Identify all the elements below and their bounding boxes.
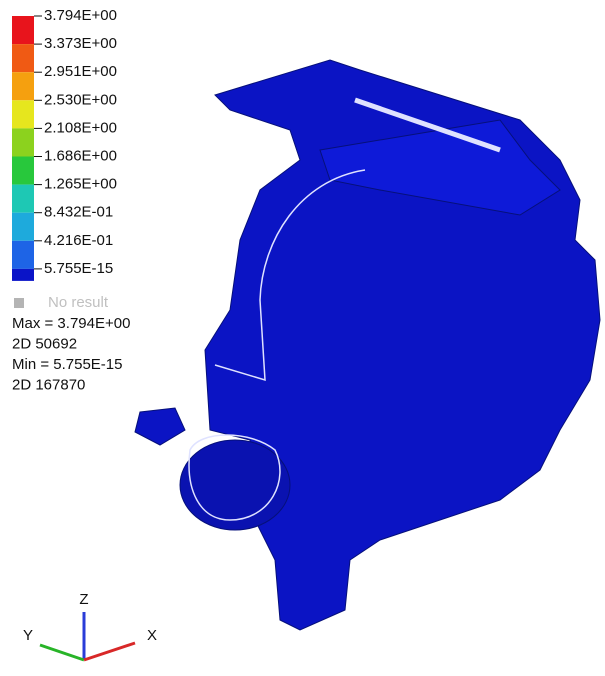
legend-label: 1.265E+00 bbox=[44, 176, 117, 193]
legend-label: 8.432E-01 bbox=[44, 204, 113, 221]
triad-z: Z bbox=[79, 591, 88, 608]
legend-band bbox=[12, 213, 34, 241]
triad-y: Y bbox=[23, 627, 33, 644]
no-result-label: No result bbox=[48, 294, 109, 311]
legend-band bbox=[12, 72, 34, 100]
legend-label: 5.755E-15 bbox=[44, 260, 113, 277]
legend-label: 2.951E+00 bbox=[44, 63, 117, 80]
summary-line: 2D 167870 bbox=[12, 376, 85, 393]
legend-band bbox=[12, 269, 34, 281]
legend-label: 2.530E+00 bbox=[44, 91, 117, 108]
summary-line: 2D 50692 bbox=[12, 335, 77, 352]
summary-line: Min = 5.755E-15 bbox=[12, 356, 123, 373]
triad-x: X bbox=[147, 627, 157, 644]
legend-band bbox=[12, 185, 34, 213]
legend-band bbox=[12, 157, 34, 185]
legend-label: 3.794E+00 bbox=[44, 7, 117, 24]
no-result-swatch bbox=[14, 298, 24, 308]
legend-label: 2.108E+00 bbox=[44, 119, 117, 136]
legend-band bbox=[12, 241, 34, 269]
legend-label: 1.686E+00 bbox=[44, 147, 117, 164]
summary-line: Max = 3.794E+00 bbox=[12, 315, 130, 332]
legend-label: 4.216E-01 bbox=[44, 232, 113, 249]
legend-label: 3.373E+00 bbox=[44, 35, 117, 52]
viewport: 3.794E+00 3.373E+00 2.951E+00 2.530E+00 2.10… bbox=[0, 0, 605, 671]
legend-band bbox=[12, 128, 34, 156]
legend-band bbox=[12, 100, 34, 128]
motor bbox=[180, 440, 290, 530]
legend-band bbox=[12, 16, 34, 44]
legend-band bbox=[12, 44, 34, 72]
